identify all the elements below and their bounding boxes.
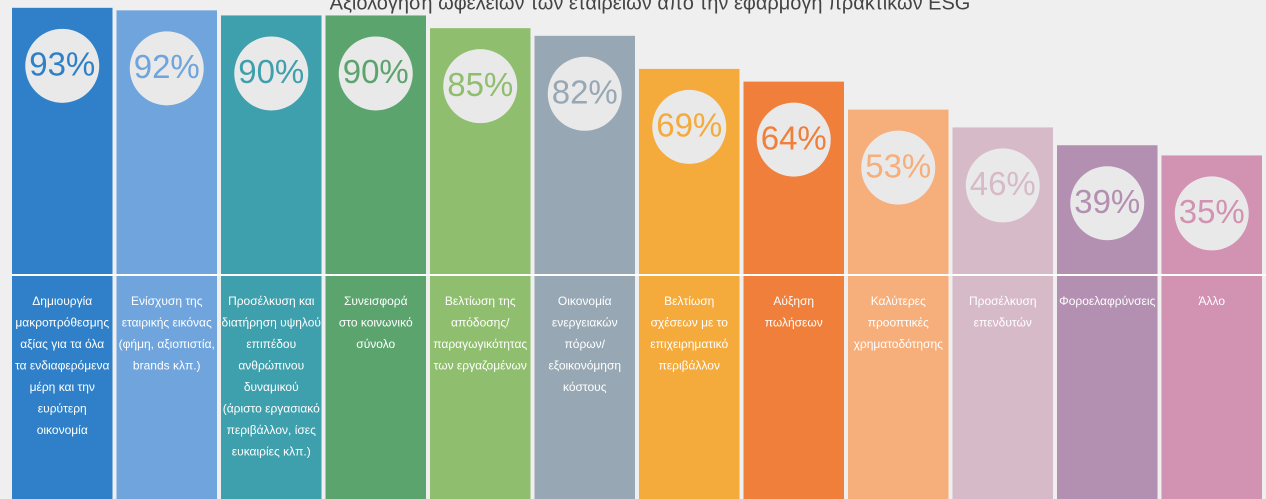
- value-badge: [756, 102, 831, 177]
- value-badge: [129, 31, 204, 106]
- category-label: (άριστο εργασιακό: [223, 402, 320, 416]
- value-badge: [547, 56, 622, 131]
- category-label: (φήμη, αξιοπιστία,: [119, 337, 215, 351]
- value-label: 64%: [761, 119, 827, 156]
- category-label: Ενίσχυση της: [131, 294, 203, 308]
- value-badge: [338, 36, 413, 111]
- category-label: εταιρικής εικόνας: [122, 316, 212, 330]
- value-label: 39%: [1074, 183, 1140, 220]
- category-label: κόστους: [563, 380, 607, 394]
- category-label: επενδυτών: [974, 316, 1032, 330]
- category-label: Καλύτερες: [871, 294, 926, 308]
- value-label: 53%: [865, 147, 931, 184]
- value-label: 93%: [29, 46, 95, 83]
- value-label: 90%: [343, 53, 409, 90]
- category-label: οικονομία: [37, 423, 88, 437]
- category-label: δυναμικού: [244, 380, 299, 394]
- category-label: επιχειρηματικό: [650, 337, 728, 351]
- category-label: brands κλπ.): [133, 359, 201, 373]
- category-label: περιβάλλον, ίσες: [227, 423, 317, 437]
- category-label: των εργαζομένων: [434, 359, 527, 373]
- value-badge: [652, 89, 727, 164]
- value-label: 46%: [970, 165, 1036, 202]
- category-label: διατήρηση υψηλού: [222, 316, 321, 330]
- value-badge: [234, 36, 309, 111]
- category-label: Προσέλκυση και: [228, 294, 315, 308]
- category-label: Βελτίωση: [664, 294, 714, 308]
- value-label: 85%: [447, 66, 513, 103]
- value-label: 90%: [238, 53, 304, 90]
- value-badge: [443, 49, 518, 124]
- category-label: Συνεισφορά: [344, 294, 408, 308]
- category-label: προοπτικές: [868, 316, 929, 330]
- category-label: Προσέλκυση: [969, 294, 1037, 308]
- category-label: ενεργειακών: [552, 316, 618, 330]
- category-label: στο κοινωνικό: [339, 316, 413, 330]
- category-label: χρηματοδότησης: [854, 337, 944, 351]
- category-label: απόδοσης/: [451, 316, 510, 330]
- category-label: επιπέδου: [246, 337, 296, 351]
- category-label: μέρη και την: [30, 380, 95, 394]
- category-label: Βελτίωση της: [445, 294, 516, 308]
- category-label: παραγωγικότητας: [433, 337, 527, 351]
- value-label: 82%: [552, 74, 618, 111]
- value-label: 92%: [134, 48, 200, 85]
- category-label: ευρύτερη: [38, 402, 87, 416]
- value-label: 35%: [1179, 193, 1245, 230]
- value-badge: [1070, 166, 1145, 241]
- category-label: Οικονομία: [558, 294, 612, 308]
- value-badge: [1174, 176, 1249, 251]
- category-label: μακροπρόθεσμης: [15, 316, 109, 330]
- category-label: τα ενδιαφερόμενα: [15, 359, 109, 373]
- category-label: Άλλο: [1198, 294, 1225, 308]
- value-badge: [25, 28, 100, 103]
- category-label: σχέσεων με το: [651, 316, 729, 330]
- category-label: Φοροελαφρύνσεις: [1059, 294, 1155, 308]
- category-label: ανθρώπινου: [238, 359, 304, 373]
- category-label: Αύξηση: [773, 294, 814, 308]
- category-label: σύνολο: [356, 337, 395, 351]
- category-label: Δημιουργία: [32, 294, 92, 308]
- value-badge: [965, 148, 1040, 223]
- category-label: εξοικονόμηση: [548, 359, 621, 373]
- category-label: αξίας για τα όλα: [20, 337, 104, 351]
- chart-title: Αξιολόγηση ωφελειών των εταιρειών από τη…: [330, 0, 971, 14]
- category-label: περιβάλλον: [659, 359, 720, 373]
- category-label: πόρων/: [565, 337, 606, 351]
- category-label: ευκαιρίες κλπ.): [232, 445, 311, 459]
- category-label: πωλήσεων: [765, 316, 823, 330]
- value-label: 69%: [656, 107, 722, 144]
- value-badge: [861, 130, 936, 205]
